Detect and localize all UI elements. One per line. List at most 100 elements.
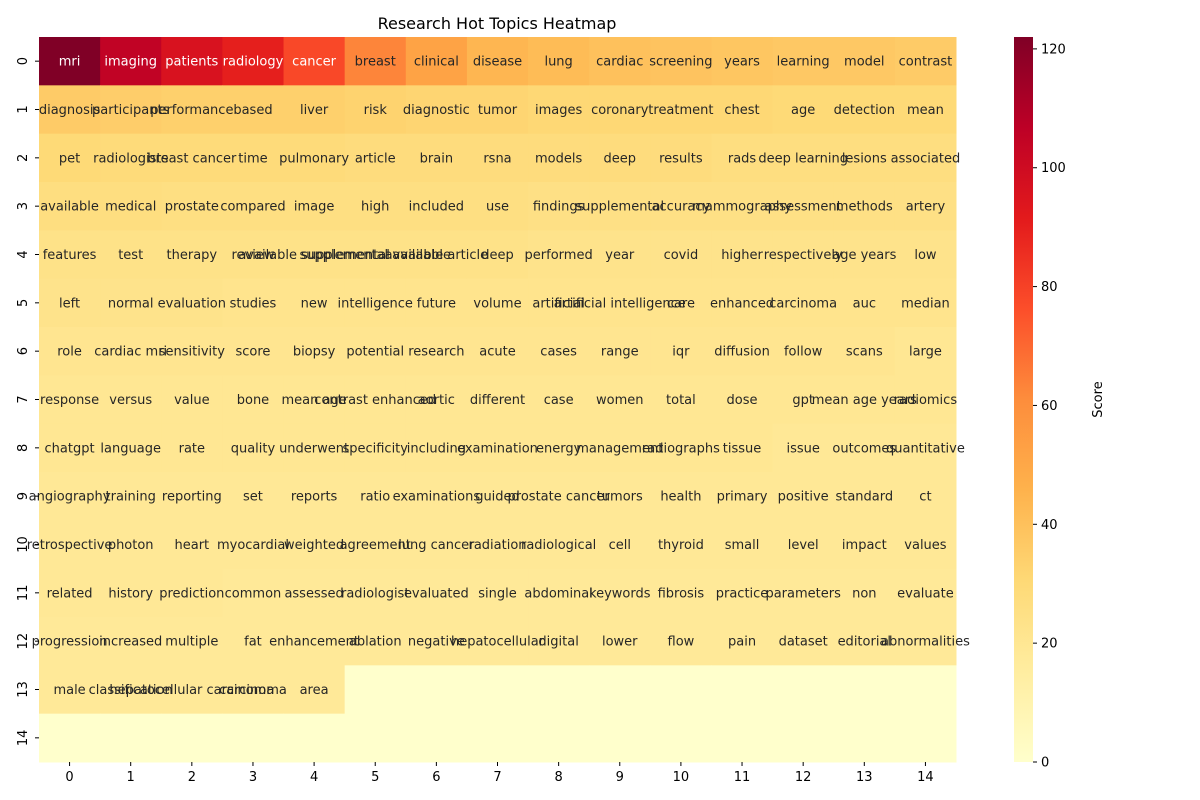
cell-label: radiomics xyxy=(894,393,958,408)
heatmap-cell xyxy=(894,520,957,570)
heatmap-cell xyxy=(650,37,712,86)
cell-label: new xyxy=(301,296,328,311)
heatmap-cell xyxy=(161,472,223,521)
heatmap-cell xyxy=(344,617,407,666)
cell-label: age xyxy=(791,103,815,118)
cell-label: intelligence xyxy=(338,296,413,311)
cell-label: standard xyxy=(835,490,893,505)
cell-label: radiologists xyxy=(93,151,168,166)
heatmap-cell xyxy=(405,278,468,328)
heatmap-cell xyxy=(833,713,896,763)
cell-label: large xyxy=(909,345,942,360)
cell-label: respectively xyxy=(764,248,843,263)
cell-label: editorial xyxy=(838,635,891,650)
x-tick-label: 9 xyxy=(616,770,624,785)
heatmap-cell xyxy=(833,568,896,618)
y-tick-label: 5 xyxy=(16,299,31,307)
cell-label: covid xyxy=(664,248,699,263)
heatmap-cell xyxy=(833,182,896,231)
cell-label: performed xyxy=(525,248,593,263)
heatmap-cell xyxy=(39,423,101,473)
heatmap-cell xyxy=(100,85,162,135)
cell-label: screening xyxy=(649,55,712,70)
heatmap-cell xyxy=(772,617,835,666)
cell-label: values xyxy=(904,538,947,553)
heatmap-cell xyxy=(161,278,223,328)
cell-label: parameters xyxy=(765,586,841,601)
heatmap-cell xyxy=(222,617,285,666)
heatmap-cell xyxy=(650,182,712,231)
cell-label: evaluate xyxy=(897,586,954,601)
cell-label: clinical xyxy=(414,55,459,70)
heatmap-cell xyxy=(405,520,468,570)
heatmap-cell xyxy=(772,133,835,183)
heatmap-cell xyxy=(528,617,590,666)
cell-label: available supplemental xyxy=(238,248,390,263)
heatmap-cell xyxy=(772,423,835,473)
heatmap-cell xyxy=(528,230,590,280)
heatmap-cell xyxy=(161,230,223,280)
heatmap-cell xyxy=(100,37,162,86)
y-tick-label: 12 xyxy=(16,633,31,650)
cell-label: year xyxy=(605,248,635,263)
heatmap-cell xyxy=(100,617,162,666)
heatmap-cell xyxy=(650,472,712,521)
heatmap-cell xyxy=(405,617,468,666)
y-tick-label: 0 xyxy=(16,57,31,65)
cell-label: chatgpt xyxy=(45,441,95,456)
heatmap-cell xyxy=(283,85,346,135)
heatmap-cell xyxy=(772,327,835,376)
cell-label: classification xyxy=(89,683,173,698)
cell-label: mri xyxy=(59,55,81,70)
heatmap-cell xyxy=(772,375,835,425)
heatmap-cell xyxy=(466,520,529,570)
heatmap-cell xyxy=(894,278,957,328)
cell-label: median xyxy=(901,296,950,311)
cell-label: imaging xyxy=(104,55,157,70)
heatmap-cell xyxy=(833,423,896,473)
heatmap-cell xyxy=(222,375,285,425)
cell-label: time xyxy=(238,151,267,166)
heatmap-cell xyxy=(100,327,162,376)
heatmap-cell xyxy=(772,182,835,231)
cell-label: including xyxy=(407,441,466,456)
heatmap-cell xyxy=(772,230,835,280)
heatmap-cell xyxy=(711,520,774,570)
heatmap-cell xyxy=(466,617,529,666)
heatmap-cell xyxy=(344,472,407,521)
heatmap-cell xyxy=(39,182,101,231)
cell-label: follow xyxy=(784,345,823,360)
heatmap-cell xyxy=(100,520,162,570)
y-tick-label: 11 xyxy=(16,585,31,602)
heatmap-cell xyxy=(589,37,651,86)
cell-label: progression xyxy=(32,635,108,650)
cell-label: included xyxy=(409,200,464,215)
heatmap-cell xyxy=(711,568,774,618)
heatmap-cell xyxy=(528,327,590,376)
x-tick-label: 5 xyxy=(371,770,379,785)
cell-label: studies xyxy=(230,296,277,311)
cell-label: detection xyxy=(834,103,895,118)
heatmap-cell xyxy=(772,520,835,570)
cell-label: ratio xyxy=(360,490,390,505)
cell-label: thyroid xyxy=(658,538,704,553)
heatmap-cell xyxy=(589,278,651,328)
cell-label: role xyxy=(57,345,82,360)
heatmap-cell xyxy=(466,230,529,280)
cell-label: coronary xyxy=(591,103,649,118)
heatmap-cell xyxy=(161,520,223,570)
heatmap-cell xyxy=(833,230,896,280)
heatmap-cell xyxy=(650,230,712,280)
cell-label: artificial xyxy=(532,296,585,311)
cell-label: keywords xyxy=(589,586,651,601)
heatmap-cell xyxy=(344,182,407,231)
x-tick-label: 7 xyxy=(493,770,501,785)
cell-label: risk xyxy=(364,103,388,118)
heatmap-cell xyxy=(589,375,651,425)
cell-label: examinations xyxy=(393,490,481,505)
heatmap-cell xyxy=(161,133,223,183)
cell-label: weighted xyxy=(284,538,344,553)
cell-label: radiological xyxy=(521,538,596,553)
heatmap-cell xyxy=(344,375,407,425)
cell-label: volume xyxy=(473,296,521,311)
